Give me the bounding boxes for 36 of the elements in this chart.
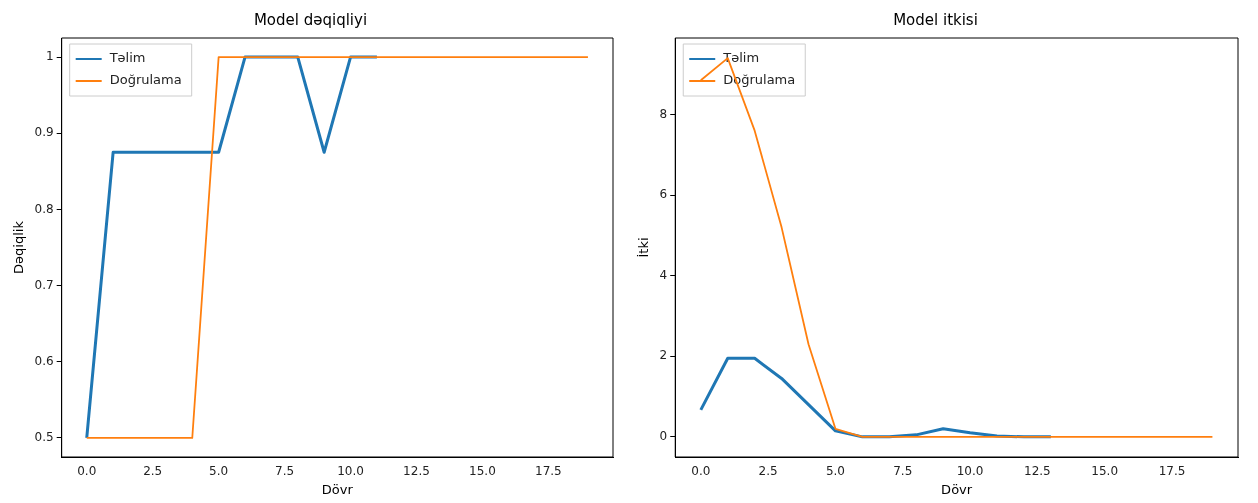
legend-label: Doğrulama	[109, 72, 182, 88]
x-tick-label: 17.5	[1158, 464, 1186, 479]
x-tick-label: 5.0	[825, 464, 845, 479]
x-tick-label: 12.5	[403, 464, 430, 479]
x-tick-label: 17.5	[535, 464, 562, 479]
y-tick-label: 0.6	[34, 353, 54, 368]
x-tick-label: 15.0	[469, 464, 496, 479]
y-tick-label: 1	[46, 49, 54, 64]
y-tick-label: 0	[659, 428, 668, 443]
x-tick-label: 7.5	[275, 464, 295, 479]
y-tick-label: 4	[659, 267, 668, 282]
x-tick-label: 2.5	[758, 464, 778, 479]
x-tick-label: 5.0	[209, 464, 229, 479]
legend-label: Təlim	[108, 50, 146, 66]
x-tick-label: 15.0	[1091, 464, 1119, 479]
x-tick-label: 12.5	[1024, 464, 1051, 479]
x-tick-label: 0.0	[691, 464, 711, 479]
y-axis-title: Dəqiqlik	[11, 220, 27, 274]
y-tick-label: 0.5	[34, 430, 54, 445]
y-tick-label: 0.9	[34, 125, 54, 140]
y-tick-label: 6	[659, 187, 668, 202]
y-tick-label: 0.7	[34, 277, 54, 292]
chart-title: Model dəqiqliyi	[253, 10, 368, 29]
y-axis-title: İtki	[636, 237, 652, 258]
x-axis-title: Dövr	[941, 481, 973, 497]
y-tick-label: 2	[659, 348, 668, 363]
x-tick-label: 10.0	[337, 464, 364, 479]
x-tick-label: 2.5	[143, 464, 163, 479]
legend-label: Təlim	[722, 50, 760, 66]
x-axis-title: Dövr	[321, 481, 354, 497]
x-tick-label: 0.0	[77, 464, 97, 479]
x-tick-label: 10.0	[956, 464, 984, 479]
x-tick-label: 7.5	[893, 464, 913, 479]
y-tick-label: 8	[659, 106, 668, 121]
chart-title: Model itkisi	[893, 10, 978, 29]
y-tick-label: 0.8	[34, 201, 54, 216]
